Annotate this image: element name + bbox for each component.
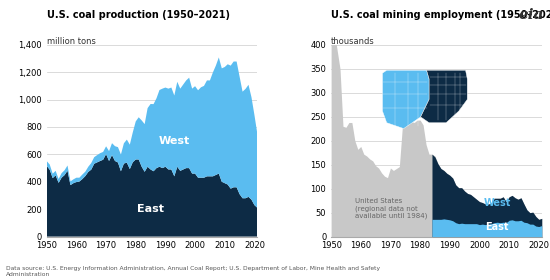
Polygon shape	[421, 70, 468, 123]
Text: thousands: thousands	[331, 37, 375, 46]
Text: East: East	[137, 204, 164, 214]
Text: Data source: U.S. Energy Information Administration, Annual Coal Report; U.S. De: Data source: U.S. Energy Information Adm…	[6, 266, 379, 277]
Text: U.S. coal production (1950–2021): U.S. coal production (1950–2021)	[47, 10, 230, 20]
Text: million tons: million tons	[47, 37, 96, 46]
Text: U.S. coal mining employment (1950–2021): U.S. coal mining employment (1950–2021)	[331, 10, 550, 20]
Text: eia: eia	[519, 8, 544, 22]
Polygon shape	[382, 70, 429, 129]
Text: United States
(regional data not
available until 1984): United States (regional data not availab…	[355, 198, 427, 219]
Text: East: East	[486, 222, 509, 232]
Text: West: West	[159, 136, 190, 146]
Text: West: West	[483, 198, 511, 208]
